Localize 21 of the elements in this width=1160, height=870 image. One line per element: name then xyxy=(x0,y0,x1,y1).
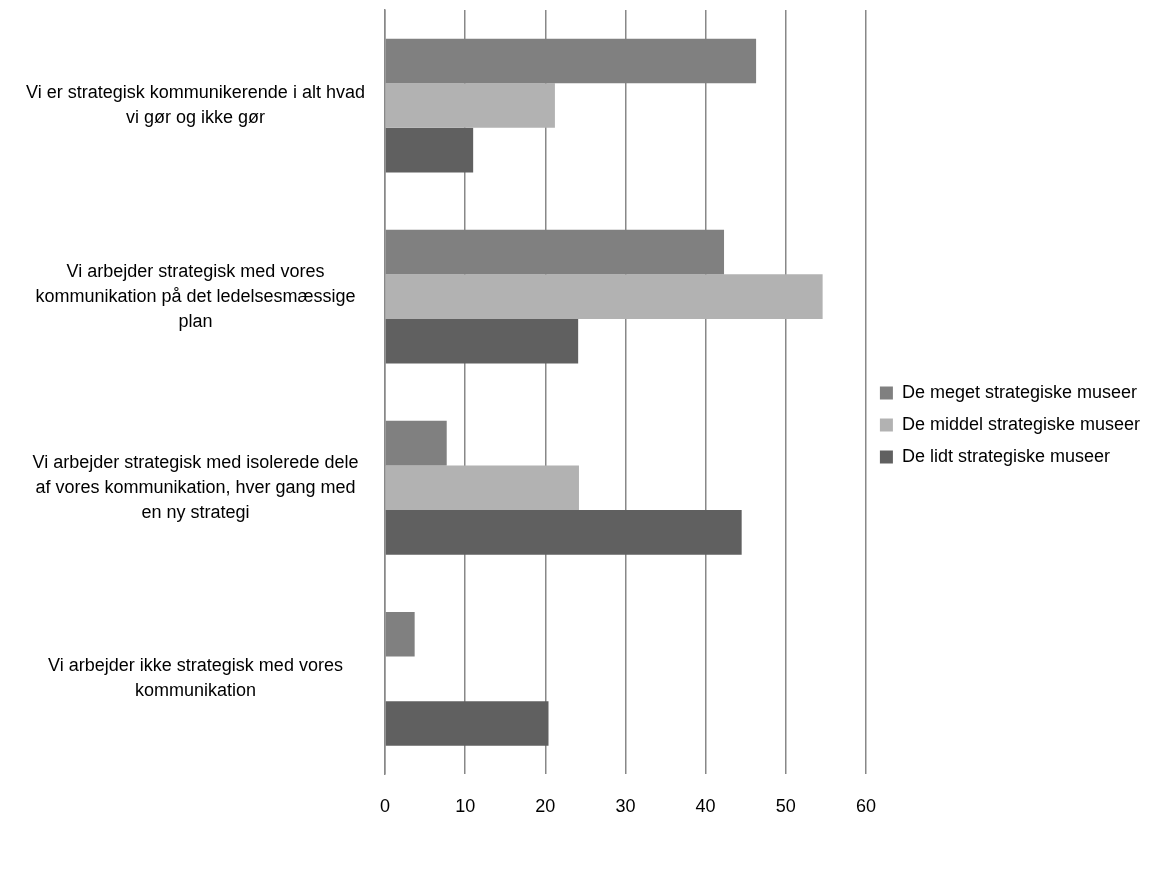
y-tick-label: Vi arbejder ikke strategisk med vores kommunikation xyxy=(48,655,343,701)
x-tick-label: 30 xyxy=(615,796,636,817)
x-tick-label: 0 xyxy=(379,796,391,817)
y-tick-label: Vi er strategisk kommunikerende i alt hvad vi gør og ikke gør xyxy=(26,82,365,128)
y-tick-label: Vi arbejder strategisk med isolerede dele af vores kommunikation, hver gang med en ny strategi xyxy=(32,451,359,522)
x-tick-label: 40 xyxy=(695,796,716,817)
bar xyxy=(385,701,549,746)
x-tick-label: 50 xyxy=(775,796,796,817)
bar xyxy=(385,510,742,555)
bar xyxy=(385,127,474,173)
y-tick-label: Vi arbejder strategisk med vores kommunikation på det ledelsesmæssige plan xyxy=(35,260,356,331)
legend-label: De meget strategiske museer xyxy=(901,381,1138,402)
legend-label: De middel strategiske museer xyxy=(901,413,1141,434)
x-tick-label: 20 xyxy=(535,796,556,817)
bar xyxy=(385,274,823,319)
bar xyxy=(385,318,579,364)
bar xyxy=(385,83,555,128)
x-tick-label: 10 xyxy=(455,796,476,817)
legend-label: De lidt strategiske museer xyxy=(901,445,1110,466)
x-tick-label: 60 xyxy=(855,796,876,817)
bar xyxy=(385,465,579,511)
